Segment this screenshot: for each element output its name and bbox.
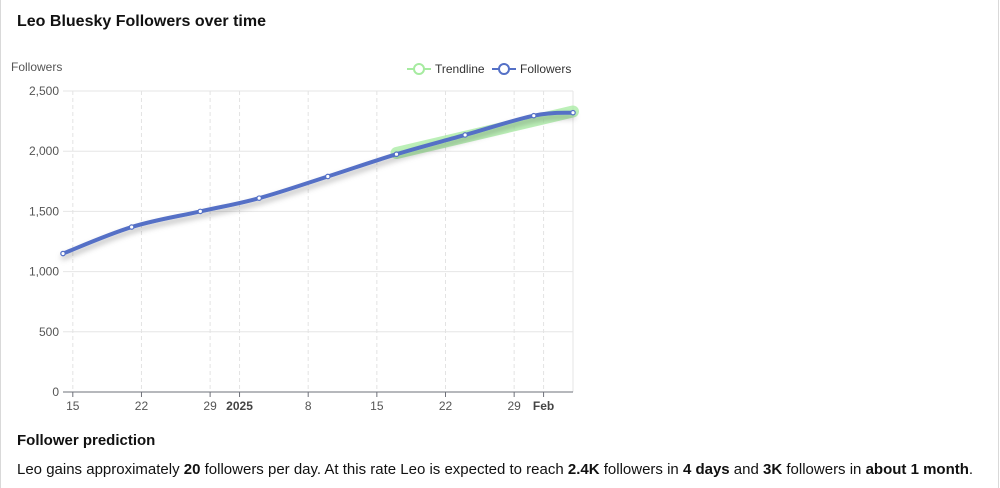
- x-tick-label: 22: [439, 399, 453, 413]
- followers-data-point: [60, 250, 66, 257]
- followers-data-point: [570, 109, 576, 116]
- prediction-text-part: followers in: [599, 461, 683, 478]
- prediction-rate: 20: [183, 461, 201, 478]
- series: [60, 105, 579, 257]
- followers-legend-icon: [492, 63, 516, 75]
- legend-label: Followers: [520, 62, 571, 76]
- legend-marker: [498, 63, 510, 75]
- prediction-text-part: followers in: [782, 461, 866, 478]
- prediction-text: Leo gains approximately 20 followers per…: [17, 461, 973, 478]
- followers-chart: Followers 0 500 1,000 1,500 2,000 2,500 15 22 29…: [11, 60, 579, 413]
- y-tick-label: 500: [39, 325, 59, 339]
- chart-title: Leo Bluesky Followers over time: [17, 13, 266, 30]
- prediction-heading: Follower prediction: [17, 432, 156, 449]
- prediction-target-2: 3K: [763, 461, 783, 478]
- prediction-text-part: .: [968, 461, 974, 478]
- grid: [63, 90, 574, 392]
- x-tick-label: 15: [66, 399, 80, 413]
- followers-data-point: [325, 173, 331, 180]
- legend[interactable]: Trendline Followers: [407, 62, 571, 76]
- y-tick-label: 2,500: [29, 84, 59, 98]
- prediction-text-part: Leo gains approximately: [17, 461, 184, 478]
- axes: 0 500 1,000 1,500 2,000 2,500 15 22 29 2025 8 15 22 2…: [29, 84, 573, 413]
- y-tick-label: 2,000: [29, 144, 59, 158]
- followers-data-point: [393, 151, 400, 158]
- legend-item-trendline[interactable]: Trendline: [407, 62, 485, 76]
- followers-data-point: [128, 224, 135, 230]
- trendline-legend-icon: [407, 63, 431, 75]
- followers-data-point: [530, 112, 537, 119]
- x-tick-label: 8: [305, 399, 312, 413]
- followers-data-point: [197, 208, 204, 215]
- y-tick-label: 0: [52, 385, 59, 399]
- prediction-time-1: 4 days: [682, 461, 730, 478]
- prediction-target-1: 2.4K: [567, 461, 600, 478]
- legend-marker: [413, 63, 425, 75]
- prediction-text-part: and: [729, 461, 764, 478]
- x-tick-label: 22: [135, 399, 149, 413]
- y-tick-label: 1,000: [29, 265, 59, 279]
- legend-item-followers[interactable]: Followers: [492, 62, 571, 76]
- legend-label: Trendline: [435, 62, 485, 76]
- followers-data-point: [462, 132, 468, 138]
- x-tick-label: 2025: [226, 399, 253, 413]
- x-tick-label: 15: [370, 399, 384, 413]
- followers-data-point: [256, 195, 262, 201]
- prediction-time-2: about 1 month: [865, 461, 969, 478]
- y-axis-title: Followers: [11, 60, 62, 74]
- x-tick-label: 29: [507, 399, 521, 413]
- x-tick-label: 29: [203, 399, 217, 413]
- prediction-text-part: followers per day. At this rate Leo is e…: [200, 461, 568, 478]
- y-tick-label: 1,500: [29, 204, 59, 218]
- x-tick-label: Feb: [533, 399, 554, 413]
